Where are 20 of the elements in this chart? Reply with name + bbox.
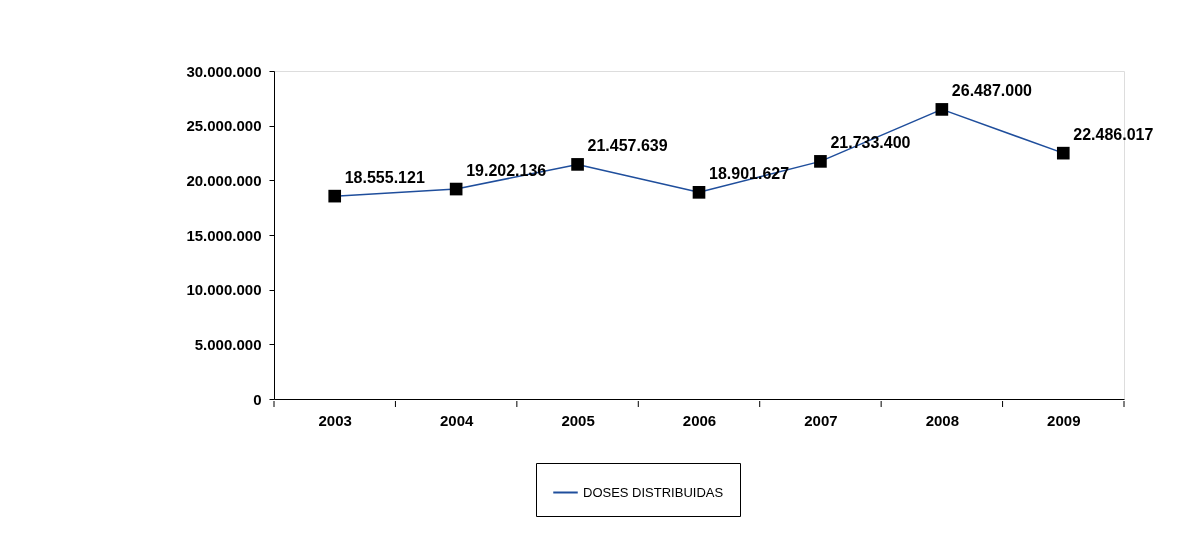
data-label: 22.486.017 <box>1073 126 1154 144</box>
x-tick-label: 2006 <box>682 411 717 429</box>
x-tick-label: 2009 <box>1047 411 1081 429</box>
x-tick-label: 2007 <box>804 411 838 429</box>
y-tick-label: 30.000.000 <box>186 62 262 80</box>
x-tick-label: 2008 <box>925 411 960 429</box>
y-tick-label: 15.000.000 <box>186 226 262 244</box>
data-label: 18.555.121 <box>344 169 425 187</box>
x-tick-label: 2004 <box>439 411 474 429</box>
data-label: 26.487.000 <box>951 82 1033 100</box>
y-tick-label: 0 <box>253 390 262 408</box>
x-tick-label: 2005 <box>561 411 595 429</box>
y-tick-label: 25.000.000 <box>186 117 262 135</box>
y-tick-label: 10.000.000 <box>186 281 262 299</box>
data-label: 21.457.639 <box>587 137 668 155</box>
y-tick-label: 20.000.000 <box>186 171 262 189</box>
data-label: 19.202.136 <box>466 162 547 180</box>
x-tick-label: 2003 <box>318 411 352 429</box>
legend-label: DOSES DISTRIBUIDAS <box>583 484 724 500</box>
y-tick-label: 5.000.000 <box>194 335 262 353</box>
